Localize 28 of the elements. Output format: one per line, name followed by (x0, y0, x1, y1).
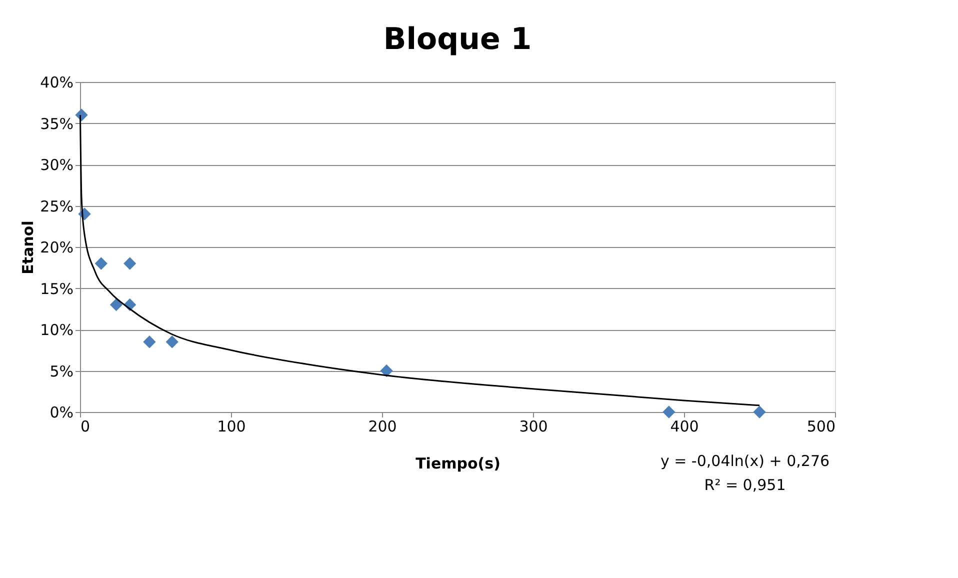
point (94, 257, 108, 270)
x-tick-label: 300 (519, 418, 548, 436)
chart-title: Bloque 1 (383, 22, 532, 57)
y-tick-label: 40% (40, 74, 74, 92)
point (753, 406, 766, 418)
point (143, 336, 156, 348)
y-tick-label: 15% (40, 280, 74, 298)
y-tick-label: 10% (40, 321, 74, 339)
x-tick-label: 0 (80, 418, 90, 436)
y-tick-label: 30% (40, 156, 74, 174)
y-tick-label: 5% (50, 362, 74, 380)
y-tick-label: 0% (50, 404, 74, 422)
x-tick-label: 500 (806, 418, 836, 436)
point (166, 336, 178, 348)
text: y = -0,04ln(x) + 0,276 (660, 452, 830, 470)
point (124, 257, 136, 270)
y-tick-label: 25% (40, 197, 74, 216)
y-tick-label: 20% (40, 238, 74, 256)
x-tick-label: 200 (368, 418, 397, 436)
point (380, 364, 393, 378)
text: R² = 0,951 (704, 476, 786, 494)
point (110, 298, 123, 312)
y-tick-label: 35% (40, 114, 74, 133)
point (662, 406, 676, 418)
x-tick-label: 100 (217, 418, 246, 436)
x-tick-label: 400 (670, 418, 699, 436)
x-axis-title: Tiempo(s) (416, 454, 500, 472)
y-axis-title: Etanol (19, 220, 38, 274)
